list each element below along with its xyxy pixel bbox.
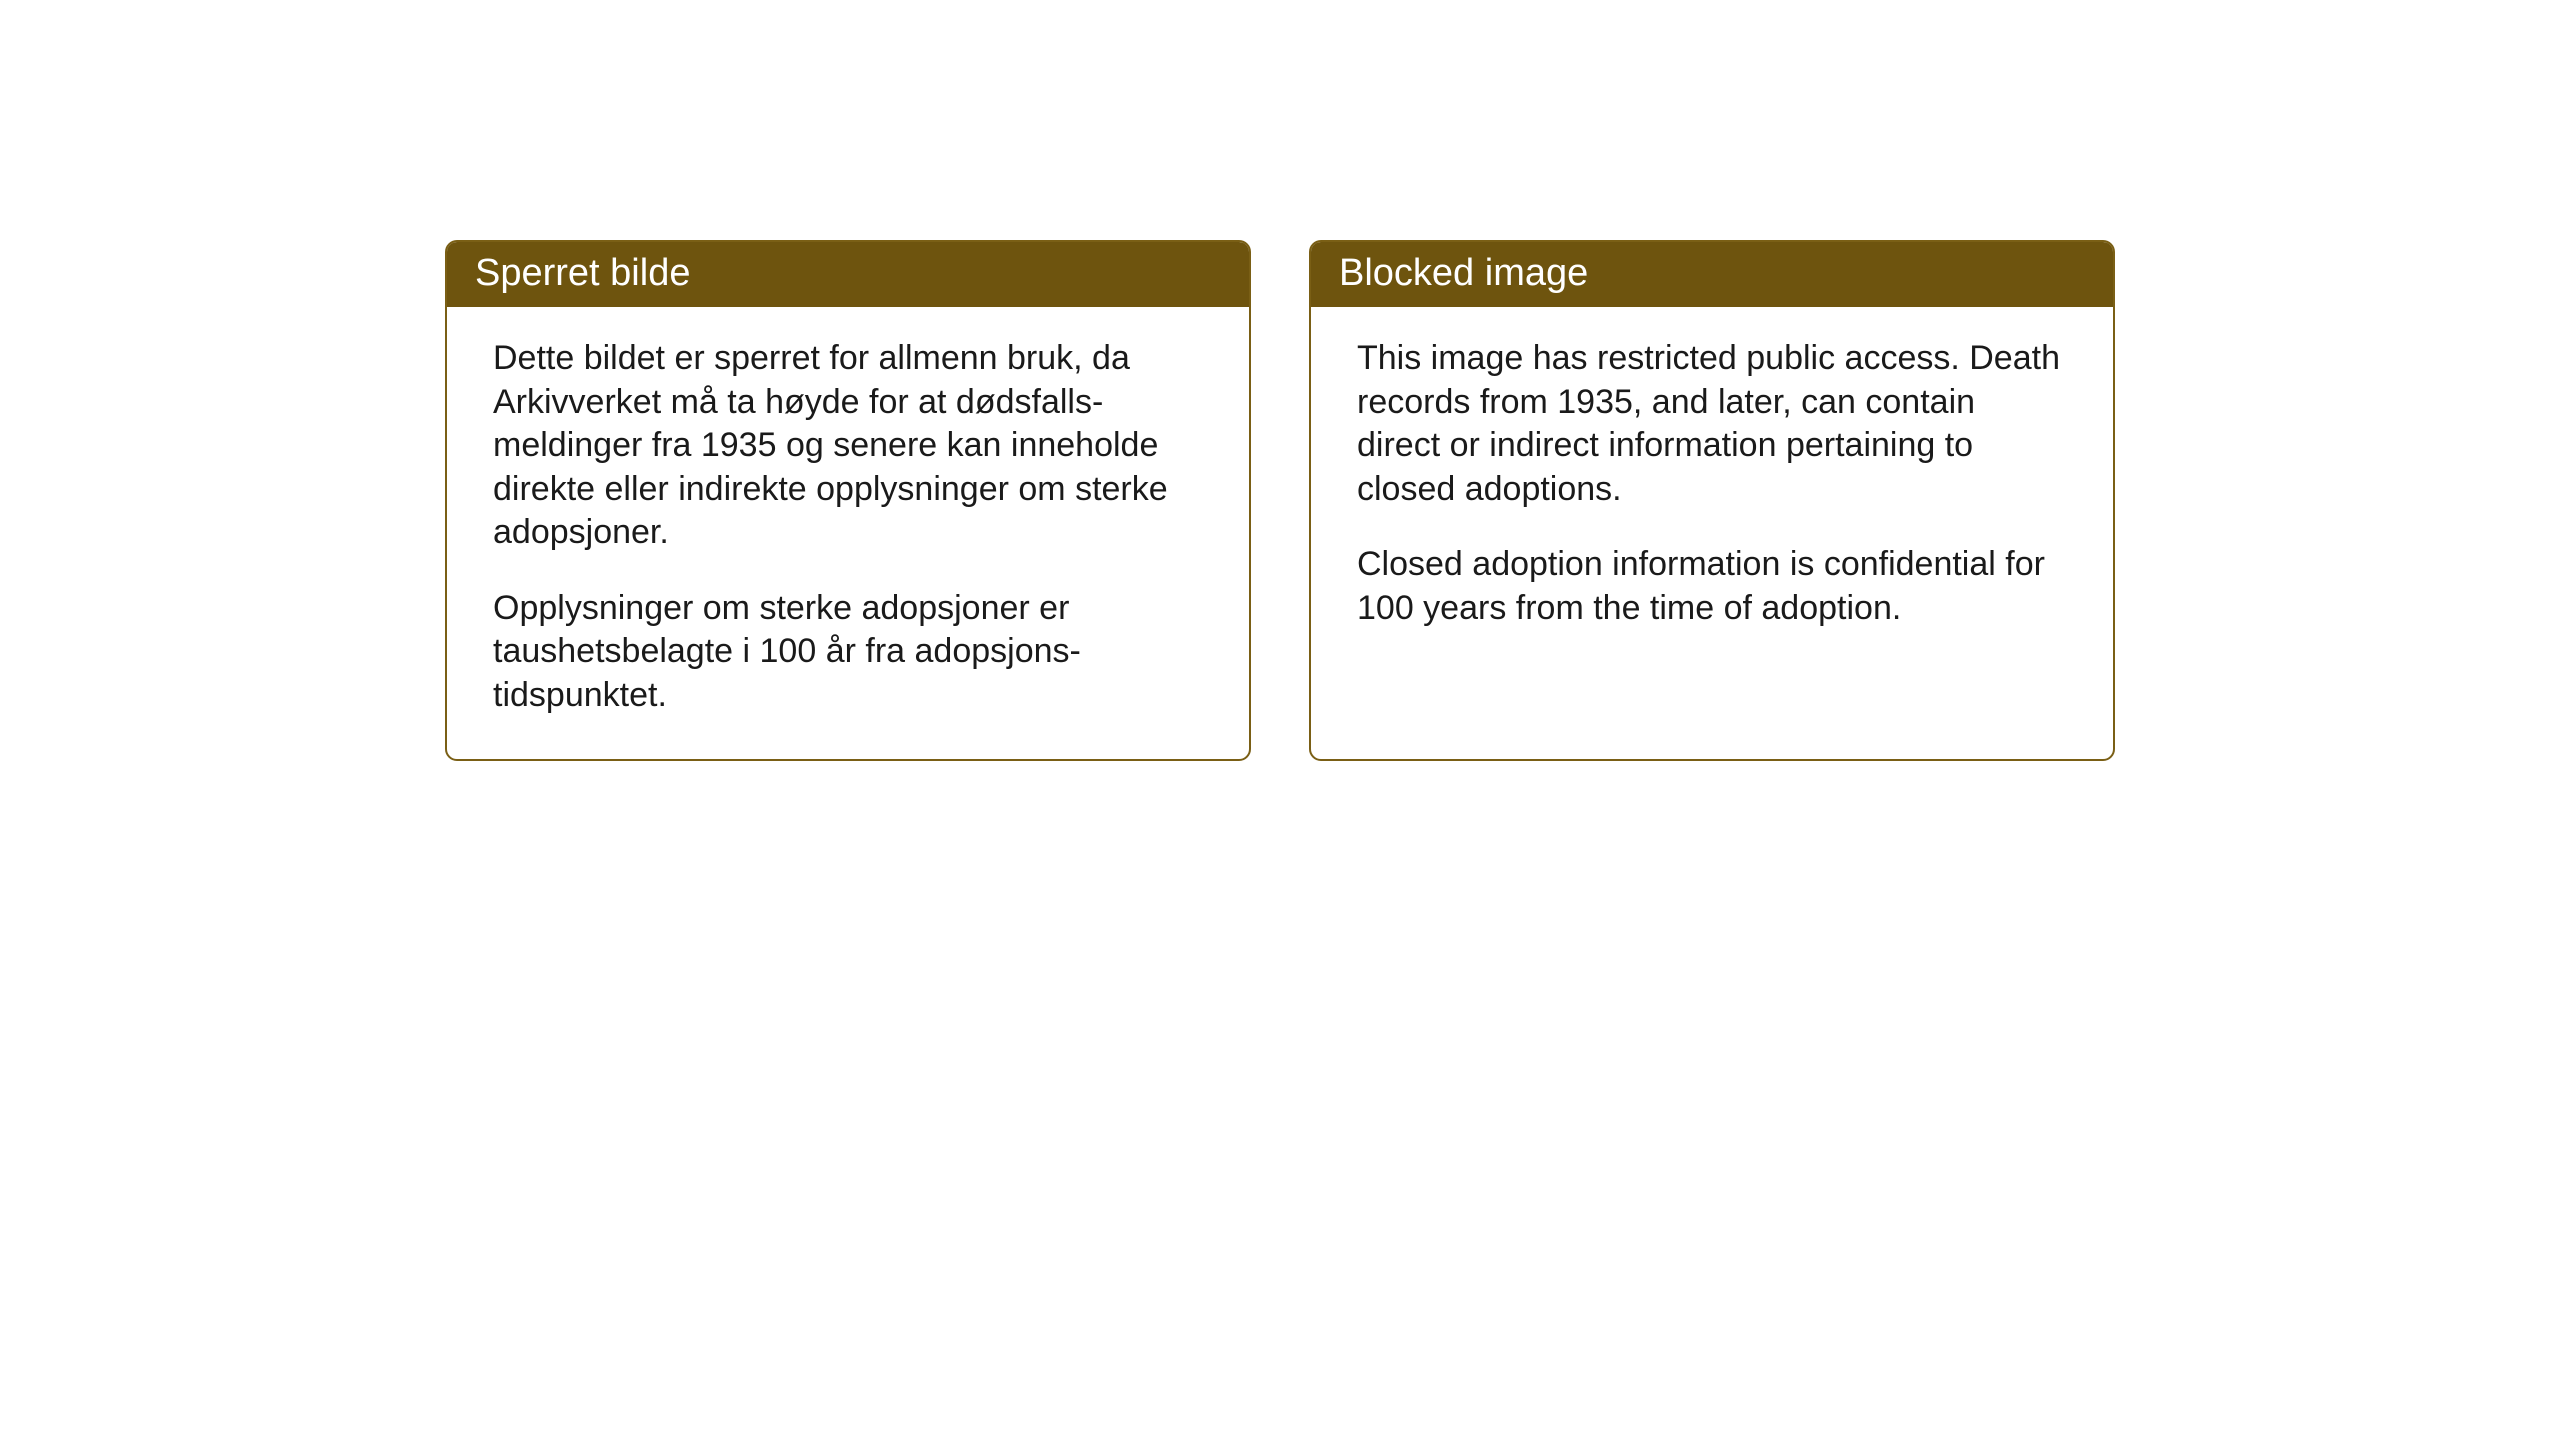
panel-title-norwegian: Sperret bilde (447, 242, 1249, 307)
notice-panels-container: Sperret bilde Dette bildet er sperret fo… (445, 240, 2115, 761)
notice-paragraph: Opplysninger om sterke adopsjoner er tau… (493, 587, 1203, 718)
notice-paragraph: Dette bildet er sperret for allmenn bruk… (493, 337, 1203, 555)
notice-paragraph: Closed adoption information is confident… (1357, 543, 2067, 630)
panel-title-english: Blocked image (1311, 242, 2113, 307)
notice-panel-english: Blocked image This image has restricted … (1309, 240, 2115, 761)
notice-panel-norwegian: Sperret bilde Dette bildet er sperret fo… (445, 240, 1251, 761)
panel-body-norwegian: Dette bildet er sperret for allmenn bruk… (447, 307, 1249, 759)
notice-paragraph: This image has restricted public access.… (1357, 337, 2067, 511)
panel-body-english: This image has restricted public access.… (1311, 307, 2113, 672)
